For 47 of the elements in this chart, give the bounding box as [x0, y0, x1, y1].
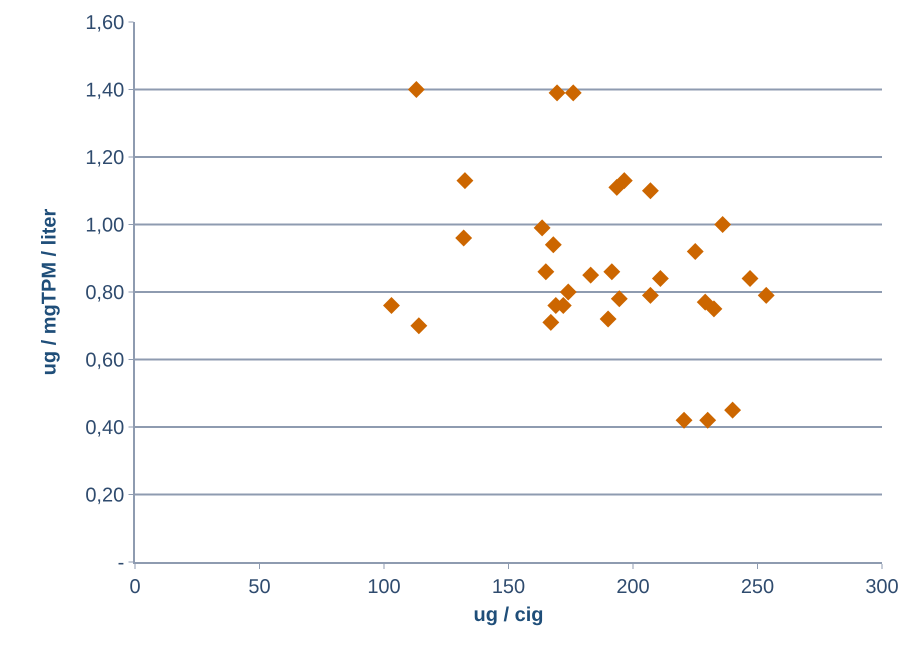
point [603, 263, 620, 280]
point [383, 297, 400, 314]
x-axis-title: ug / cig [474, 604, 544, 626]
point [610, 290, 628, 308]
y-tick-label: 1,60 [85, 12, 124, 34]
point [616, 172, 633, 190]
x-tick-label: 250 [740, 576, 774, 598]
x-tick-label: 200 [616, 576, 650, 598]
point [600, 310, 617, 328]
point [642, 182, 659, 200]
point [537, 263, 554, 280]
point [548, 84, 566, 102]
x-tick-label: 100 [367, 576, 401, 598]
point [714, 216, 732, 233]
x-tick-label: 150 [492, 576, 526, 598]
x-tick-label: 300 [865, 576, 899, 598]
y-axis-title: ug / mgTPM / liter [38, 208, 60, 376]
y-tick-label: 1,20 [85, 147, 124, 169]
point [758, 286, 775, 304]
point [699, 412, 716, 429]
point [742, 270, 758, 287]
point [686, 243, 704, 260]
y-tick-label: 0,80 [85, 282, 124, 304]
point [534, 219, 551, 236]
point [456, 172, 474, 190]
point [542, 314, 560, 331]
point [410, 317, 428, 334]
point [564, 84, 582, 102]
x-tick-label: 0 [129, 576, 141, 598]
point [705, 300, 722, 318]
y-tick-label: 0,20 [85, 484, 124, 506]
y-tick-label: - [118, 552, 124, 574]
y-tick-label: 1,40 [85, 80, 124, 102]
y-tick-label: 1,00 [85, 214, 124, 236]
y-tick-label: 0,60 [85, 350, 124, 372]
point [642, 286, 659, 304]
point [544, 236, 562, 254]
point [582, 266, 600, 284]
point [676, 412, 692, 429]
point [724, 402, 742, 419]
point [696, 294, 714, 311]
point [560, 284, 577, 300]
point [652, 270, 669, 287]
y-tick-label: 0,40 [85, 417, 124, 439]
point [455, 230, 472, 246]
x-tick-label: 50 [248, 576, 271, 598]
point [408, 81, 425, 98]
